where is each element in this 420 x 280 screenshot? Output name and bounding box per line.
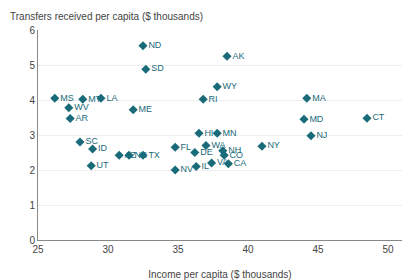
svg-text:IL: IL xyxy=(202,161,210,171)
svg-text:MS: MS xyxy=(60,93,74,103)
svg-text:LA: LA xyxy=(106,93,117,103)
svg-text:30: 30 xyxy=(102,244,114,255)
svg-text:50: 50 xyxy=(382,244,394,255)
svg-text:25: 25 xyxy=(32,244,44,255)
svg-text:SD: SD xyxy=(151,63,164,73)
svg-text:Income per capita ($ thousands: Income per capita ($ thousands) xyxy=(148,269,291,280)
svg-text:AR: AR xyxy=(76,113,89,123)
svg-text:WY: WY xyxy=(223,81,238,91)
svg-text:5: 5 xyxy=(29,60,35,71)
svg-text:NV: NV xyxy=(181,164,194,174)
svg-text:MD: MD xyxy=(309,114,323,124)
svg-text:ND: ND xyxy=(148,40,161,50)
svg-text:Transfers received per capita: Transfers received per capita ($ thousan… xyxy=(10,11,203,22)
svg-text:FL: FL xyxy=(181,142,192,152)
svg-text:NJ: NJ xyxy=(316,130,327,140)
svg-text:HI: HI xyxy=(204,128,213,138)
svg-text:3: 3 xyxy=(29,130,35,141)
svg-text:NY: NY xyxy=(267,140,280,150)
svg-text:1: 1 xyxy=(29,200,35,211)
svg-text:ID: ID xyxy=(98,143,108,153)
svg-text:NC: NC xyxy=(134,150,147,160)
svg-text:4: 4 xyxy=(29,95,35,106)
svg-text:2: 2 xyxy=(29,165,35,176)
svg-text:AK: AK xyxy=(232,51,244,61)
svg-text:RI: RI xyxy=(209,94,218,104)
svg-text:WA: WA xyxy=(211,140,225,150)
svg-text:ME: ME xyxy=(139,104,153,114)
svg-text:WV: WV xyxy=(74,102,89,112)
svg-text:VA: VA xyxy=(217,157,228,167)
svg-text:MT: MT xyxy=(88,94,101,104)
svg-text:MA: MA xyxy=(312,93,326,103)
svg-text:SC: SC xyxy=(85,136,98,146)
svg-text:6: 6 xyxy=(29,25,35,36)
svg-text:45: 45 xyxy=(312,244,324,255)
svg-text:40: 40 xyxy=(242,244,254,255)
svg-text:TX: TX xyxy=(148,150,160,160)
svg-text:0: 0 xyxy=(29,235,35,246)
svg-text:CO: CO xyxy=(230,150,244,160)
svg-text:MN: MN xyxy=(223,128,237,138)
svg-text:CT: CT xyxy=(372,112,384,122)
svg-text:DE: DE xyxy=(200,147,213,157)
svg-text:AZ: AZ xyxy=(125,150,137,160)
svg-text:35: 35 xyxy=(172,244,184,255)
svg-text:UT: UT xyxy=(97,160,109,170)
svg-text:CA: CA xyxy=(234,158,247,168)
svg-text:NH: NH xyxy=(228,145,241,155)
